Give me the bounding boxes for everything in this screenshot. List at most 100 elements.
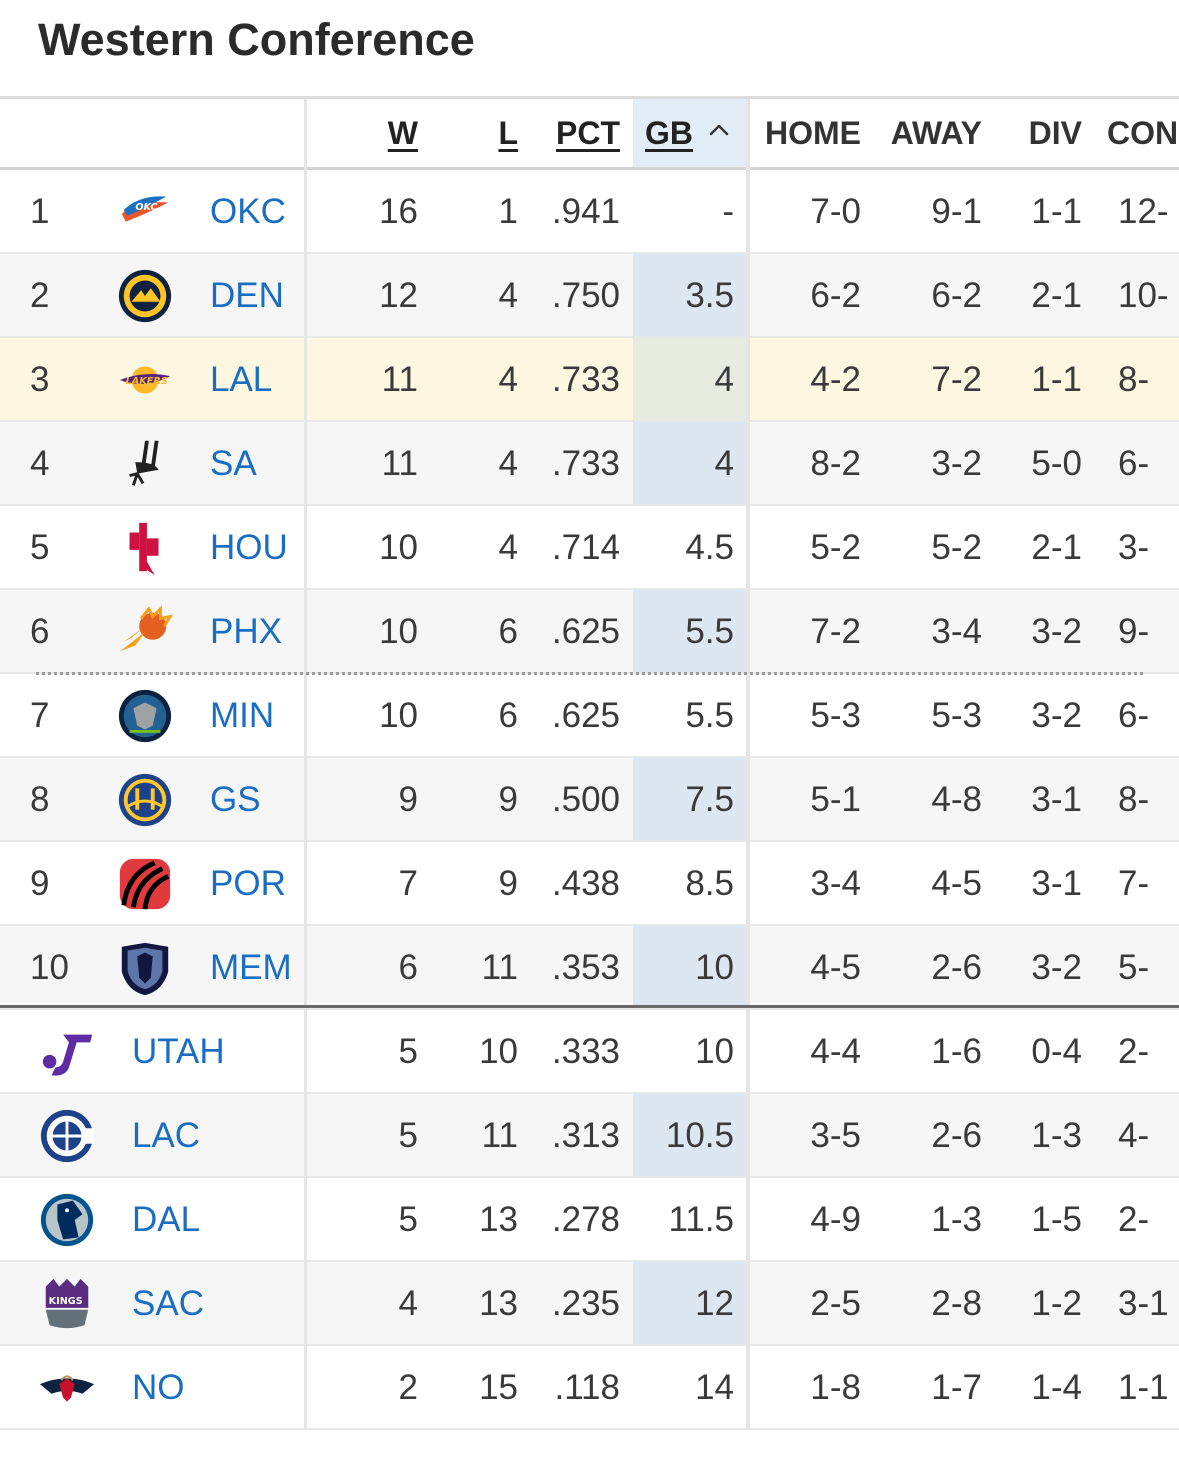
table-row[interactable]: 9 POR 7 9 .438 8.5 3-4 4-5 3-1 7-	[0, 842, 1179, 926]
gb-cell: 12	[695, 1284, 734, 1323]
row-divider	[0, 756, 1179, 758]
col-header-w[interactable]: W	[387, 115, 418, 151]
table-row[interactable]: UTAH 5 10 .333 10 4-4 1-6 0-4 2-	[0, 1010, 1179, 1094]
rank-cell: 7	[30, 696, 50, 735]
lal-logo-icon: LAKERS	[116, 351, 174, 409]
table-row[interactable]: 1 OKC OKC 16 1 .941 - 7-0 9-1 1-1 12-	[0, 170, 1179, 254]
home-record-cell: 1-8	[810, 1368, 861, 1407]
div-record-cell: 2-1	[1031, 528, 1082, 567]
team-link[interactable]: MEM	[210, 948, 292, 987]
table-row[interactable]: 10 MEM 6 11 .353 10 4-5 2-6 3-2 5-	[0, 926, 1179, 1010]
pct-cell: .625	[551, 696, 620, 735]
table-row[interactable]: NO 2 15 .118 14 1-8 1-7 1-4 1-1	[0, 1346, 1179, 1430]
pct-cell: .438	[551, 864, 620, 903]
col-header-l[interactable]: L	[498, 115, 518, 151]
table-row[interactable]: 6 PHX 10 6 .625 5.5 7-2 3-4 3-2 9-	[0, 590, 1179, 674]
pct-cell: .733	[551, 444, 620, 483]
div-record-cell: 3-2	[1031, 612, 1082, 651]
team-link[interactable]: DEN	[210, 276, 284, 315]
div-record-cell: 1-4	[1031, 1368, 1082, 1407]
team-link[interactable]: LAC	[132, 1116, 201, 1155]
table-row[interactable]: 3 LAKERS LAL 11 4 .733 4 4-2 7-2 1-1 8-	[0, 338, 1179, 422]
losses-cell: 15	[479, 1368, 518, 1407]
team-link[interactable]: OKC	[210, 192, 286, 231]
pct-cell: .625	[551, 612, 620, 651]
team-link[interactable]: SAC	[132, 1284, 204, 1323]
table-top-divider	[0, 96, 1179, 99]
team-link[interactable]: GS	[210, 780, 261, 819]
team-link[interactable]: POR	[210, 864, 286, 903]
wins-cell: 5	[398, 1200, 418, 1239]
home-record-cell: 5-3	[810, 696, 861, 735]
rank-cell: 8	[30, 780, 50, 819]
col-header-div: DIV	[1028, 115, 1082, 151]
table-row[interactable]: DAL 5 13 .278 11.5 4-9 1-3 1-5 2-	[0, 1178, 1179, 1262]
gb-cell-bg	[633, 758, 746, 842]
table-row[interactable]: 5 HOU 10 4 .714 4.5 5-2 5-2 2-1 3-	[0, 506, 1179, 590]
table-row[interactable]: 2 DEN 12 4 .750 3.5 6-2 6-2 2-1 10-	[0, 254, 1179, 338]
rank-cell: 6	[30, 612, 50, 651]
hou-logo-icon	[116, 519, 174, 577]
away-record-cell: 9-1	[931, 192, 982, 231]
col-header-pct[interactable]: PCT	[556, 115, 620, 151]
col-header-away: AWAY	[890, 115, 982, 151]
wins-cell: 2	[398, 1368, 418, 1407]
home-record-cell: 7-0	[810, 192, 861, 231]
conf-record-cell: 3-	[1118, 528, 1150, 567]
gb-column-divider	[746, 99, 750, 1430]
team-link[interactable]: NO	[132, 1368, 185, 1407]
gb-cell: 14	[695, 1368, 734, 1407]
table-row[interactable]: 7 MIN 10 6 .625 5.5 5-3 5-3 3-2 6-	[0, 674, 1179, 758]
table-row[interactable]: KINGS SAC 4 13 .235 12 2-5 2-8 1-2 3-1	[0, 1262, 1179, 1346]
losses-cell: 4	[498, 444, 518, 483]
row-divider	[0, 1260, 1179, 1262]
gb-cell: 11.5	[668, 1200, 734, 1239]
dal-logo-icon	[38, 1191, 96, 1249]
away-record-cell: 2-6	[931, 948, 982, 987]
sa-logo-icon	[116, 435, 174, 493]
conf-record-cell: 9-	[1118, 612, 1150, 651]
div-record-cell: 3-1	[1031, 864, 1082, 903]
team-link[interactable]: MIN	[210, 696, 275, 735]
home-record-cell: 5-2	[810, 528, 861, 567]
conf-record-cell: 6-	[1118, 444, 1150, 483]
losses-cell: 13	[479, 1284, 518, 1323]
chevron-up-icon[interactable]	[706, 117, 732, 143]
home-record-cell: 8-2	[810, 444, 861, 483]
gb-cell-bg	[633, 926, 746, 1010]
gb-cell-bg	[633, 1094, 746, 1178]
team-link[interactable]: PHX	[210, 612, 282, 651]
gb-cell: 5.5	[685, 612, 734, 651]
away-record-cell: 3-4	[931, 612, 982, 651]
row-divider	[0, 840, 1179, 842]
wins-cell: 10	[379, 528, 418, 567]
row-divider	[0, 1092, 1179, 1094]
div-record-cell: 2-1	[1031, 276, 1082, 315]
home-record-cell: 2-5	[810, 1284, 861, 1323]
row-divider	[0, 1008, 1179, 1010]
table-header: W L PCT GB HOME AWAY DIV CON	[0, 99, 1179, 170]
losses-cell: 10	[479, 1032, 518, 1071]
row-divider	[0, 336, 1179, 338]
row-divider	[0, 1344, 1179, 1346]
col-header-gb[interactable]: GB	[645, 115, 693, 151]
team-link[interactable]: UTAH	[132, 1032, 225, 1071]
table-row[interactable]: LAC 5 11 .313 10.5 3-5 2-6 1-3 4-	[0, 1094, 1179, 1178]
gb-cell: 3.5	[685, 276, 734, 315]
gb-cell: -	[722, 192, 734, 231]
table-row[interactable]: 8 GS 9 9 .500 7.5 5-1 4-8 3-1 8-	[0, 758, 1179, 842]
row-divider	[0, 588, 1179, 590]
table-row[interactable]: 4 SA 11 4 .733 4 8-2 3-2 5-0 6-	[0, 422, 1179, 506]
den-logo-icon	[116, 267, 174, 325]
team-link[interactable]: HOU	[210, 528, 288, 567]
away-record-cell: 7-2	[931, 360, 982, 399]
por-logo-icon	[116, 855, 174, 913]
pct-cell: .733	[551, 360, 620, 399]
div-record-cell: 1-1	[1031, 360, 1082, 399]
div-record-cell: 3-1	[1031, 780, 1082, 819]
svg-text:KINGS: KINGS	[49, 1296, 83, 1307]
team-link[interactable]: LAL	[210, 360, 273, 399]
team-link[interactable]: SA	[210, 444, 257, 483]
away-record-cell: 1-3	[931, 1200, 982, 1239]
team-link[interactable]: DAL	[132, 1200, 201, 1239]
